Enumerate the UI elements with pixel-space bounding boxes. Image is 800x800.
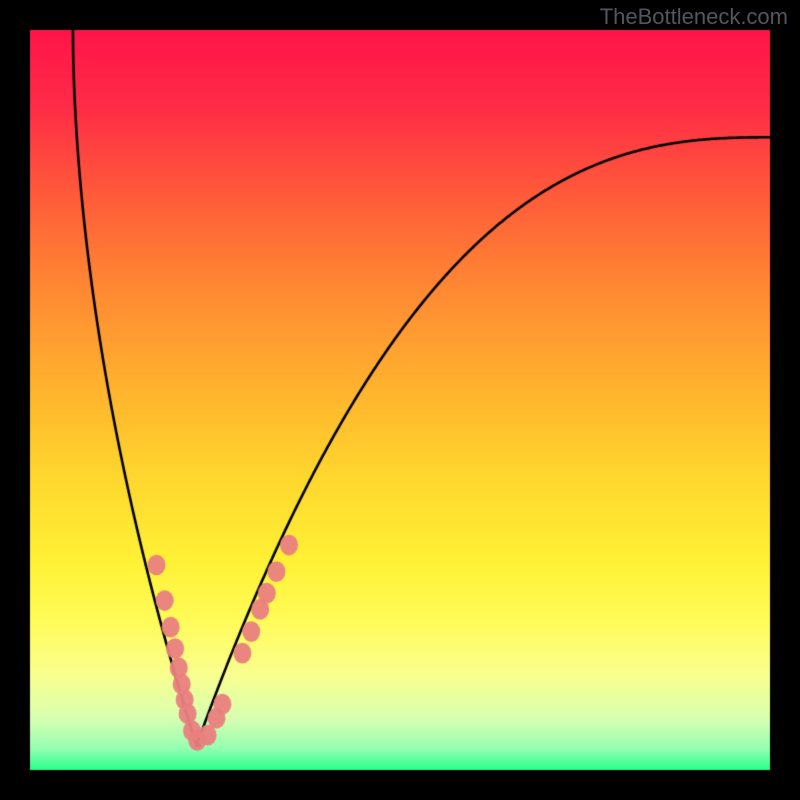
- chart-container: TheBottleneck.com: [0, 0, 800, 800]
- bottleneck-chart-canvas: [0, 0, 800, 800]
- watermark-text: TheBottleneck.com: [600, 4, 788, 30]
